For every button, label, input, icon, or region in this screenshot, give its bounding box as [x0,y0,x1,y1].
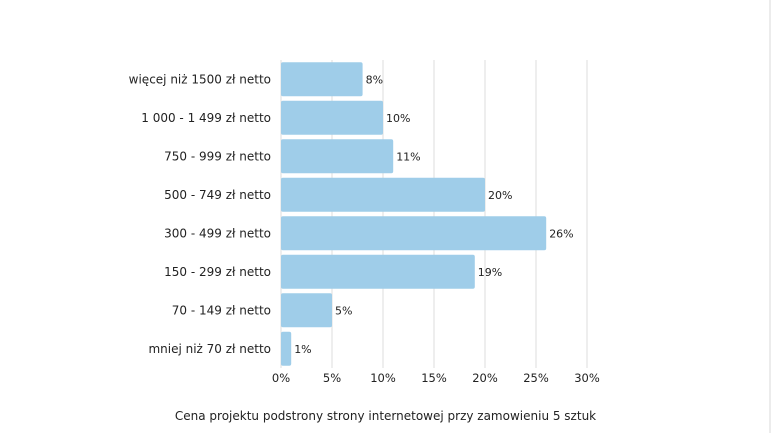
category-label: 1 000 - 1 499 zł netto [141,111,271,125]
data-label: 20% [488,189,512,202]
x-tick-label: 0% [272,371,290,385]
x-tick-label: 15% [421,371,447,385]
bar [281,254,475,289]
bar [281,62,363,97]
data-label: 1% [294,343,311,356]
x-axis-title: Cena projektu podstrony strony interneto… [174,409,597,423]
category-label: 500 - 749 zł netto [164,188,271,202]
bar-chart: 0% 5% 10% 15% 20% 25% 30% więcej niż 1500 zł ne… [129,60,600,385]
x-tick-label: 20% [472,371,498,385]
category-label: 70 - 149 zł netto [172,303,271,317]
bar [281,216,547,251]
category-label: mniej niż 70 zł netto [148,342,271,356]
data-label: 11% [396,150,420,163]
x-tick-label: 10% [370,371,396,385]
data-label: 5% [335,304,352,317]
data-label: 19% [478,266,502,279]
bar [281,139,394,174]
category-label: więcej niż 1500 zł netto [129,72,271,86]
bar [281,331,292,366]
data-label: 10% [386,112,410,125]
category-label: 750 - 999 zł netto [164,149,271,163]
bar [281,293,332,328]
window-edge [769,0,771,433]
data-label: 8% [366,73,383,86]
x-tick-label: 25% [523,371,549,385]
data-label: 26% [549,227,573,240]
x-tick-label: 5% [323,371,341,385]
category-label: 150 - 299 zł netto [164,265,271,279]
bar [281,177,485,212]
labels: 0% 5% 10% 15% 20% 25% 30% więcej niż 1500 zł ne… [129,72,600,385]
bar [281,100,383,135]
category-label: 300 - 499 zł netto [164,226,271,240]
bars [281,62,547,366]
x-tick-label: 30% [574,371,600,385]
